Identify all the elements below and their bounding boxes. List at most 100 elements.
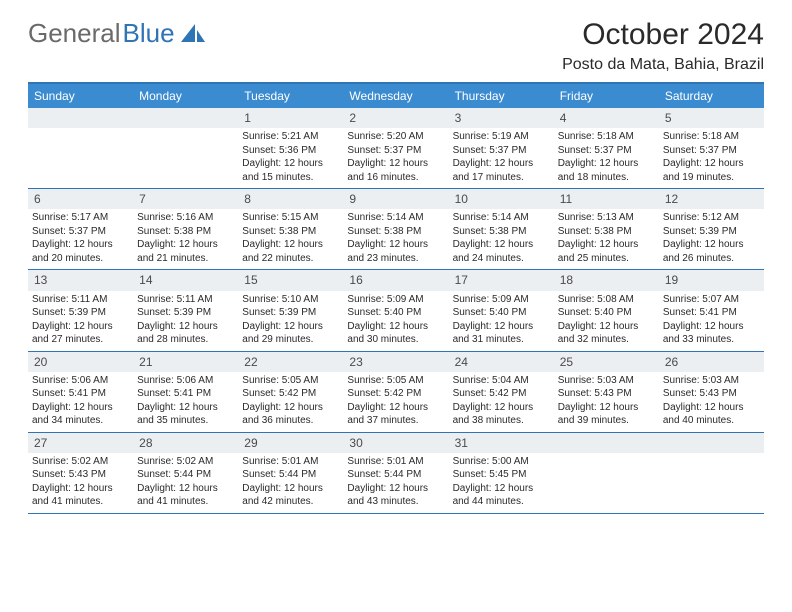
day-body: Sunrise: 5:02 AMSunset: 5:43 PMDaylight:…	[28, 453, 133, 513]
day-cell: 23Sunrise: 5:05 AMSunset: 5:42 PMDayligh…	[343, 352, 448, 432]
sunrise-text: Sunrise: 5:18 AM	[558, 130, 655, 144]
logo-text-2: Blue	[123, 18, 175, 49]
daylight-text: Daylight: 12 hours and 24 minutes.	[453, 238, 550, 265]
sunrise-text: Sunrise: 5:19 AM	[453, 130, 550, 144]
day-cell	[554, 433, 659, 513]
sunrise-text: Sunrise: 5:14 AM	[347, 211, 444, 225]
day-body: Sunrise: 5:21 AMSunset: 5:36 PMDaylight:…	[238, 128, 343, 188]
day-header-tue: Tuesday	[238, 84, 343, 108]
day-number: 29	[238, 433, 343, 453]
daylight-text: Daylight: 12 hours and 41 minutes.	[32, 482, 129, 509]
day-body: Sunrise: 5:07 AMSunset: 5:41 PMDaylight:…	[659, 291, 764, 351]
daylight-text: Daylight: 12 hours and 37 minutes.	[347, 401, 444, 428]
day-body: Sunrise: 5:18 AMSunset: 5:37 PMDaylight:…	[659, 128, 764, 188]
day-cell: 29Sunrise: 5:01 AMSunset: 5:44 PMDayligh…	[238, 433, 343, 513]
sunrise-text: Sunrise: 5:11 AM	[137, 293, 234, 307]
day-cell: 26Sunrise: 5:03 AMSunset: 5:43 PMDayligh…	[659, 352, 764, 432]
day-cell: 21Sunrise: 5:06 AMSunset: 5:41 PMDayligh…	[133, 352, 238, 432]
day-cell: 10Sunrise: 5:14 AMSunset: 5:38 PMDayligh…	[449, 189, 554, 269]
calendar-page: GeneralBlue October 2024 Posto da Mata, …	[0, 0, 792, 612]
daylight-text: Daylight: 12 hours and 18 minutes.	[558, 157, 655, 184]
sunrise-text: Sunrise: 5:10 AM	[242, 293, 339, 307]
sunset-text: Sunset: 5:39 PM	[137, 306, 234, 320]
day-body: Sunrise: 5:06 AMSunset: 5:41 PMDaylight:…	[28, 372, 133, 432]
day-cell: 22Sunrise: 5:05 AMSunset: 5:42 PMDayligh…	[238, 352, 343, 432]
sunset-text: Sunset: 5:42 PM	[347, 387, 444, 401]
day-body: Sunrise: 5:11 AMSunset: 5:39 PMDaylight:…	[133, 291, 238, 351]
day-number: 12	[659, 189, 764, 209]
day-header-wed: Wednesday	[343, 84, 448, 108]
daylight-text: Daylight: 12 hours and 32 minutes.	[558, 320, 655, 347]
daylight-text: Daylight: 12 hours and 28 minutes.	[137, 320, 234, 347]
sunset-text: Sunset: 5:44 PM	[242, 468, 339, 482]
sunset-text: Sunset: 5:41 PM	[663, 306, 760, 320]
title-block: October 2024 Posto da Mata, Bahia, Brazi…	[562, 18, 764, 74]
day-number-empty	[133, 108, 238, 128]
daylight-text: Daylight: 12 hours and 43 minutes.	[347, 482, 444, 509]
day-cell	[28, 108, 133, 188]
sunrise-text: Sunrise: 5:21 AM	[242, 130, 339, 144]
sunset-text: Sunset: 5:37 PM	[453, 144, 550, 158]
day-body: Sunrise: 5:02 AMSunset: 5:44 PMDaylight:…	[133, 453, 238, 513]
day-number: 5	[659, 108, 764, 128]
day-body: Sunrise: 5:14 AMSunset: 5:38 PMDaylight:…	[343, 209, 448, 269]
day-cell: 27Sunrise: 5:02 AMSunset: 5:43 PMDayligh…	[28, 433, 133, 513]
day-number: 10	[449, 189, 554, 209]
daylight-text: Daylight: 12 hours and 33 minutes.	[663, 320, 760, 347]
day-body: Sunrise: 5:16 AMSunset: 5:38 PMDaylight:…	[133, 209, 238, 269]
day-cell: 31Sunrise: 5:00 AMSunset: 5:45 PMDayligh…	[449, 433, 554, 513]
month-title: October 2024	[562, 18, 764, 52]
day-cell: 9Sunrise: 5:14 AMSunset: 5:38 PMDaylight…	[343, 189, 448, 269]
sunset-text: Sunset: 5:38 PM	[242, 225, 339, 239]
day-number: 26	[659, 352, 764, 372]
day-cell: 25Sunrise: 5:03 AMSunset: 5:43 PMDayligh…	[554, 352, 659, 432]
day-body: Sunrise: 5:05 AMSunset: 5:42 PMDaylight:…	[343, 372, 448, 432]
daylight-text: Daylight: 12 hours and 35 minutes.	[137, 401, 234, 428]
week-row: 27Sunrise: 5:02 AMSunset: 5:43 PMDayligh…	[28, 433, 764, 514]
sunrise-text: Sunrise: 5:00 AM	[453, 455, 550, 469]
daylight-text: Daylight: 12 hours and 44 minutes.	[453, 482, 550, 509]
day-cell: 1Sunrise: 5:21 AMSunset: 5:36 PMDaylight…	[238, 108, 343, 188]
day-number: 3	[449, 108, 554, 128]
day-number: 6	[28, 189, 133, 209]
day-number-empty	[554, 433, 659, 453]
sunrise-text: Sunrise: 5:11 AM	[32, 293, 129, 307]
day-body: Sunrise: 5:03 AMSunset: 5:43 PMDaylight:…	[659, 372, 764, 432]
day-header-mon: Monday	[133, 84, 238, 108]
day-number: 31	[449, 433, 554, 453]
day-body: Sunrise: 5:03 AMSunset: 5:43 PMDaylight:…	[554, 372, 659, 432]
daylight-text: Daylight: 12 hours and 22 minutes.	[242, 238, 339, 265]
day-cell: 28Sunrise: 5:02 AMSunset: 5:44 PMDayligh…	[133, 433, 238, 513]
sunrise-text: Sunrise: 5:09 AM	[347, 293, 444, 307]
sunset-text: Sunset: 5:38 PM	[137, 225, 234, 239]
day-number: 19	[659, 270, 764, 290]
day-number: 24	[449, 352, 554, 372]
sunrise-text: Sunrise: 5:02 AM	[32, 455, 129, 469]
daylight-text: Daylight: 12 hours and 19 minutes.	[663, 157, 760, 184]
day-body: Sunrise: 5:04 AMSunset: 5:42 PMDaylight:…	[449, 372, 554, 432]
day-body: Sunrise: 5:09 AMSunset: 5:40 PMDaylight:…	[449, 291, 554, 351]
day-body: Sunrise: 5:10 AMSunset: 5:39 PMDaylight:…	[238, 291, 343, 351]
calendar-grid: Sunday Monday Tuesday Wednesday Thursday…	[28, 82, 764, 514]
daylight-text: Daylight: 12 hours and 29 minutes.	[242, 320, 339, 347]
day-number: 27	[28, 433, 133, 453]
sunset-text: Sunset: 5:44 PM	[137, 468, 234, 482]
day-cell: 18Sunrise: 5:08 AMSunset: 5:40 PMDayligh…	[554, 270, 659, 350]
daylight-text: Daylight: 12 hours and 36 minutes.	[242, 401, 339, 428]
day-number: 21	[133, 352, 238, 372]
sunrise-text: Sunrise: 5:04 AM	[453, 374, 550, 388]
day-number: 25	[554, 352, 659, 372]
day-header-sun: Sunday	[28, 84, 133, 108]
day-cell: 16Sunrise: 5:09 AMSunset: 5:40 PMDayligh…	[343, 270, 448, 350]
sunset-text: Sunset: 5:44 PM	[347, 468, 444, 482]
week-row: 13Sunrise: 5:11 AMSunset: 5:39 PMDayligh…	[28, 270, 764, 351]
sunrise-text: Sunrise: 5:20 AM	[347, 130, 444, 144]
logo-sail-icon	[181, 24, 207, 44]
day-cell: 7Sunrise: 5:16 AMSunset: 5:38 PMDaylight…	[133, 189, 238, 269]
sunset-text: Sunset: 5:38 PM	[347, 225, 444, 239]
sunrise-text: Sunrise: 5:02 AM	[137, 455, 234, 469]
day-number: 23	[343, 352, 448, 372]
day-body: Sunrise: 5:09 AMSunset: 5:40 PMDaylight:…	[343, 291, 448, 351]
day-cell: 4Sunrise: 5:18 AMSunset: 5:37 PMDaylight…	[554, 108, 659, 188]
day-number-empty	[659, 433, 764, 453]
